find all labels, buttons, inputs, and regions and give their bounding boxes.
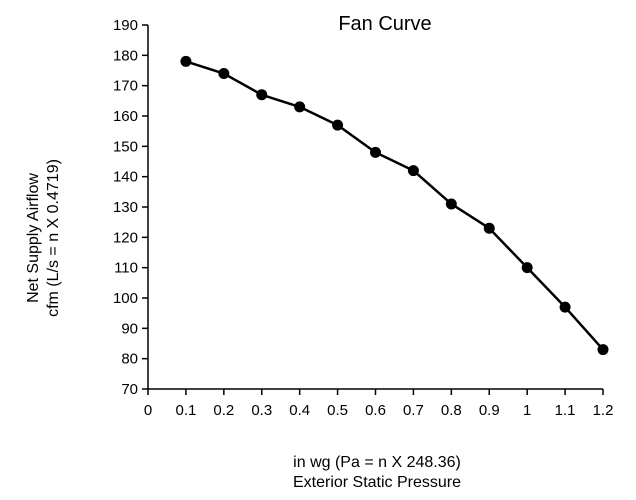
data-point: [256, 89, 268, 101]
data-point: [483, 222, 495, 234]
x-tick-label: 0.7: [403, 402, 424, 419]
y-tick-label: 140: [113, 169, 138, 186]
data-point: [294, 101, 306, 113]
y-tick-label: 100: [113, 290, 138, 307]
x-tick-label: 0.1: [175, 402, 196, 419]
data-point: [445, 198, 457, 210]
x-tick-label: 0.6: [365, 402, 386, 419]
data-point: [407, 165, 419, 177]
data-point: [332, 119, 344, 131]
x-tick-label: 0: [144, 402, 152, 419]
x-tick-label: 1.1: [555, 402, 576, 419]
y-axis-label-line2: cfm (L/s = n X 0.4719): [45, 159, 62, 317]
chart-title: Fan Curve: [338, 13, 431, 35]
x-tick-label: 0.5: [327, 402, 348, 419]
data-point: [559, 301, 571, 313]
y-tick-label: 190: [113, 17, 138, 34]
x-axis-label-line2: Exterior Static Pressure: [293, 474, 461, 491]
x-tick-label: 0.8: [441, 402, 462, 419]
y-tick-label: 130: [113, 199, 138, 216]
y-tick-label: 120: [113, 229, 138, 246]
x-tick-label: 0.4: [289, 402, 310, 419]
x-axis-label-line1: in wg (Pa = n X 248.36): [293, 454, 461, 471]
x-tick-label: 1.2: [593, 402, 614, 419]
data-point: [597, 344, 609, 356]
y-tick-label: 90: [121, 320, 138, 337]
y-tick-label: 110: [114, 260, 138, 277]
x-tick-label: 0.9: [479, 402, 500, 419]
series-line: [185, 60, 604, 351]
y-tick-label: 70: [121, 381, 138, 398]
x-tick-label: 0.2: [213, 402, 234, 419]
x-axis: 0 0.1 0.2 0.3 0.4 0.5 0.6 0.7 0.8 0.9 1 1.1 1.2: [144, 388, 614, 419]
y-axis-label-line1: Net Supply Airflow: [25, 173, 42, 303]
data-point: [370, 146, 381, 158]
x-tick-label: 0.3: [251, 402, 272, 419]
y-tick-label: 80: [121, 351, 138, 368]
y-tick-label: 150: [113, 138, 138, 155]
data-point: [180, 55, 192, 67]
y-tick-label: 180: [113, 47, 138, 64]
x-tick-label: 1: [523, 402, 531, 419]
series-fan-curve: [180, 55, 609, 356]
data-point: [218, 68, 230, 80]
y-axis: 70 80 90 100 110 120 130 140 150 160 170 180 190: [113, 17, 149, 398]
y-tick-label: 160: [113, 108, 138, 125]
y-tick-label: 170: [113, 78, 138, 95]
data-point: [521, 262, 533, 274]
